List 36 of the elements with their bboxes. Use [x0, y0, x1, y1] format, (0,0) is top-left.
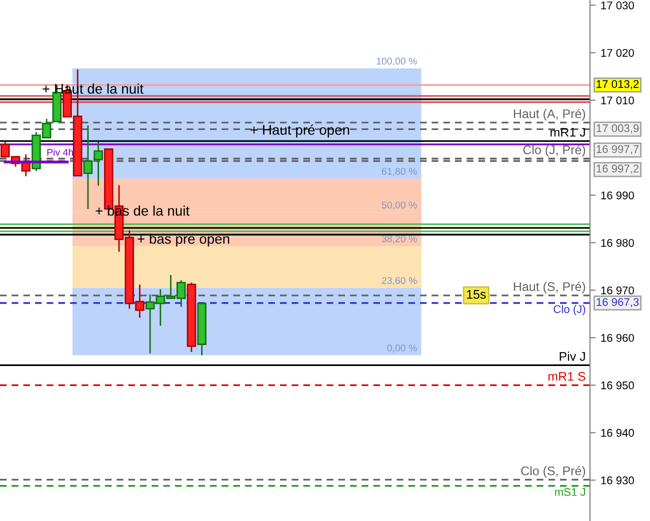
text: 17 013,2 — [596, 80, 639, 90]
band-label: 23,60 % — [382, 277, 417, 286]
y-tick-label: 16 960 — [601, 334, 634, 342]
y-tick-label: 16 970 — [601, 286, 634, 294]
text: 16 967,3 — [596, 298, 639, 308]
y-tick-label: 17 020 — [601, 48, 634, 57]
ref-line-label: Clo (S, Pré) — [521, 466, 586, 478]
candlestick — [94, 141, 103, 186]
ref-line-label: mR1 S — [548, 372, 586, 381]
ref-line-label: Clo (J) — [554, 304, 586, 316]
y-tick-label: 17 010 — [601, 96, 634, 104]
y-tick-label: 16 940 — [601, 428, 634, 437]
y-tick-label: 17 030 — [601, 1, 634, 10]
ref-line-label: mR1 J — [550, 128, 585, 137]
band-label: 50,00 % — [382, 202, 417, 210]
candlestick — [83, 124, 93, 210]
annotation: 100,00 % — [376, 58, 417, 66]
y-tick-label: 16 930 — [601, 476, 634, 484]
ref-line-label: Clo (J, Pré) — [523, 144, 586, 157]
band-label: 0,00 % — [387, 344, 417, 353]
y-tick-label: 16 990 — [601, 191, 634, 200]
ref-line-label: Haut (A, Pré) — [514, 108, 586, 121]
band-label: 38,20 % — [382, 235, 417, 244]
band-label: 61,80 % — [382, 168, 417, 176]
y-tick-label: 16 980 — [601, 238, 634, 247]
ref-line-label: Piv J — [560, 352, 585, 361]
ref-line-label: Haut (S, Pré) — [514, 282, 586, 294]
y-tick-label: 16 950 — [601, 381, 634, 390]
annotation: 15s — [467, 290, 486, 299]
annotation: + bas pré open — [138, 233, 230, 247]
ref-line-label: mS1 J — [555, 488, 586, 496]
text: 17 003,9 — [596, 124, 639, 134]
text: 16 997,2 — [596, 164, 639, 174]
annotation: + Haut pré open — [250, 124, 350, 138]
text: 16 997,7 — [596, 145, 639, 154]
series-label: Piv 4h — [47, 148, 73, 156]
